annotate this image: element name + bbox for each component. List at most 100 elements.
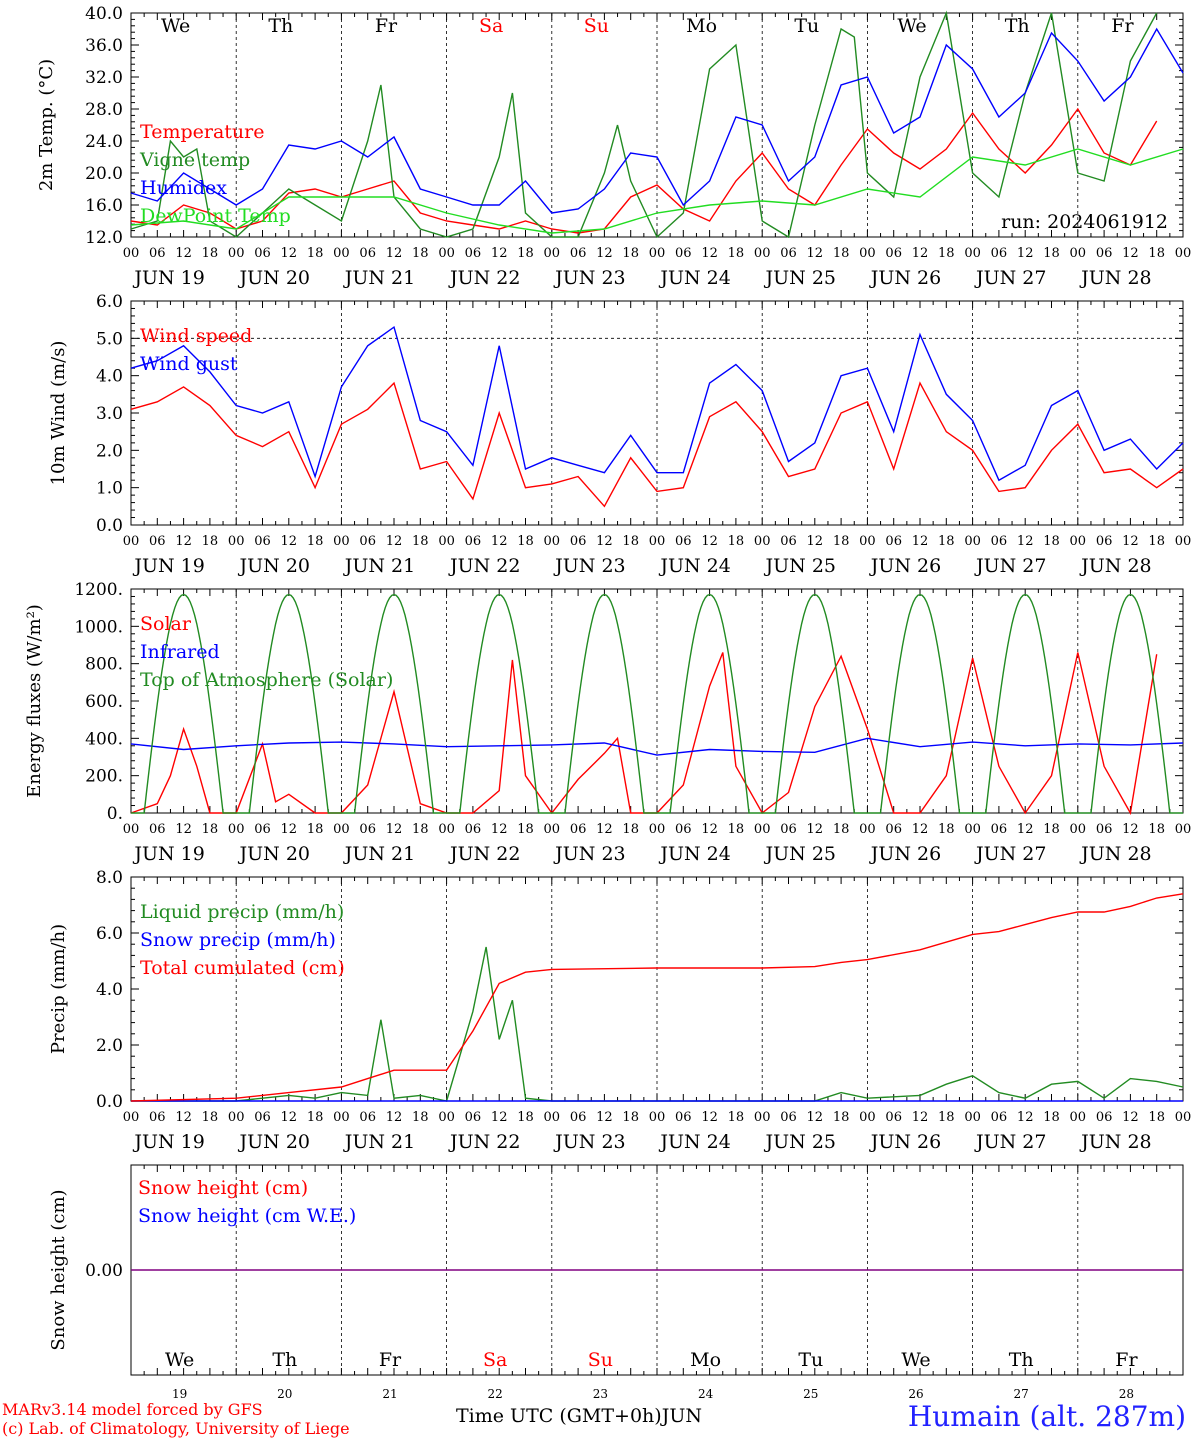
hour-tick-label: 06 [359,534,376,549]
hour-tick-label: 06 [254,246,271,261]
hour-tick-label: 06 [885,822,902,837]
x-axis-title: Time UTC (GMT+0h)JUN [456,1405,702,1427]
hour-tick-label: 18 [833,822,850,837]
hour-tick-label: 06 [885,246,902,261]
hour-tick-label: 06 [149,534,166,549]
hour-tick-label: 12 [281,1110,298,1125]
y-tick-label: 1.0 [96,479,123,499]
hour-tick-label: 12 [1017,822,1034,837]
hour-tick-label: 06 [254,534,271,549]
hour-tick-label: 18 [517,1110,534,1125]
hour-tick-label: 18 [202,246,219,261]
date-label: JUN 27 [974,267,1046,289]
hour-tick-label: 06 [1096,246,1113,261]
hour-tick-label: 06 [1096,1110,1113,1125]
hour-tick-label: 12 [701,534,718,549]
hour-tick-label: 12 [701,1110,718,1125]
hour-tick-label: 18 [728,1110,745,1125]
panel-2 [130,300,1184,526]
day-number-label: 28 [1119,1387,1134,1401]
date-label: JUN 28 [1079,555,1151,577]
hour-tick-label: 00 [228,822,245,837]
hour-tick-label: 12 [1122,246,1139,261]
hour-tick-label: 18 [307,822,324,837]
hour-tick-label: 18 [1148,1110,1165,1125]
date-label: JUN 25 [764,843,836,865]
hour-tick-label: 12 [912,534,929,549]
y-axis-title: Energy fluxes (W/m²) [24,604,45,798]
weekday-label: Fr [375,15,398,37]
hour-tick-label: 18 [728,246,745,261]
date-label: JUN 19 [132,843,204,865]
hour-tick-label: 12 [1017,1110,1034,1125]
x-axis-label: Time UTC (GMT+0h) [456,1405,662,1427]
hour-tick-label: 06 [675,1110,692,1125]
hour-tick-label: 00 [1175,246,1192,261]
weekday-label: Th [1005,15,1030,37]
hour-tick-label: 00 [438,534,455,549]
weekday-label: Fr [1111,15,1134,37]
station-name: Humain (alt. 287m) [907,1400,1186,1433]
series-line-humidex [130,27,1184,214]
hour-tick-label: 12 [912,822,929,837]
hour-tick-label: 00 [649,1110,666,1125]
plot-frame [130,588,1184,814]
date-label: JUN 22 [448,555,520,577]
y-tick-label: 12.0 [85,228,123,248]
hour-tick-label: 06 [465,1110,482,1125]
hour-tick-label: 12 [1017,534,1034,549]
series-line-wind-speed [130,381,1184,508]
legend-wind-speed: Wind speed [140,325,252,347]
date-label: JUN 20 [238,267,310,289]
hour-tick-label: 00 [1070,822,1087,837]
series-line-solar [130,652,1158,816]
y-tick-label: 0. [107,804,123,824]
hour-tick-label: 12 [386,246,403,261]
weekday-label: Fr [1115,1349,1138,1371]
hour-tick-label: 00 [544,246,561,261]
hour-tick-label: 06 [991,534,1008,549]
hour-tick-label: 18 [622,246,639,261]
date-label: JUN 26 [869,843,941,865]
hour-tick-label: 12 [807,246,824,261]
hour-tick-label: 12 [386,822,403,837]
day-number-label: 27 [1014,1387,1029,1401]
weekday-label: Tu [794,15,819,37]
hour-tick-label: 00 [123,246,140,261]
y-tick-label: 0.00 [85,1261,123,1281]
y-tick-label: 32.0 [85,68,123,88]
hour-tick-label: 12 [596,822,613,837]
legend-liquid-precip-mm-h-: Liquid precip (mm/h) [140,901,344,923]
series-line-temperature [130,107,1158,234]
hour-tick-label: 18 [412,246,429,261]
date-label: JUN 20 [238,555,310,577]
hour-tick-label: 00 [1175,1110,1192,1125]
hour-tick-label: 18 [728,822,745,837]
hour-tick-label: 12 [701,822,718,837]
hour-tick-label: 12 [491,246,508,261]
date-label: JUN 24 [658,267,730,289]
y-tick-label: 3.0 [96,404,123,424]
date-label: JUN 22 [448,267,520,289]
day-number-label: 21 [382,1387,397,1401]
y-tick-label: 5.0 [96,329,123,349]
y-tick-label: 24.0 [85,132,123,152]
hour-tick-label: 06 [885,534,902,549]
hour-tick-label: 18 [1148,822,1165,837]
y-tick-label: 800. [85,655,123,675]
hour-tick-label: 12 [386,534,403,549]
weekday-label: Sa [483,1349,507,1371]
y-tick-label: 1200. [74,580,123,600]
hour-tick-label: 18 [307,246,324,261]
hour-tick-label: 18 [1043,1110,1060,1125]
series-line-top-of-atmosphere-solar- [131,593,1183,814]
legend-wind-gust: Wind gust [140,353,238,375]
weekday-label: We [161,15,190,37]
hour-tick-label: 00 [964,822,981,837]
day-number-label: 25 [803,1387,818,1401]
y-tick-label: 16.0 [85,196,123,216]
hour-tick-label: 06 [254,1110,271,1125]
hour-tick-label: 06 [359,822,376,837]
hour-tick-label: 00 [333,822,350,837]
date-label: JUN 26 [869,267,941,289]
